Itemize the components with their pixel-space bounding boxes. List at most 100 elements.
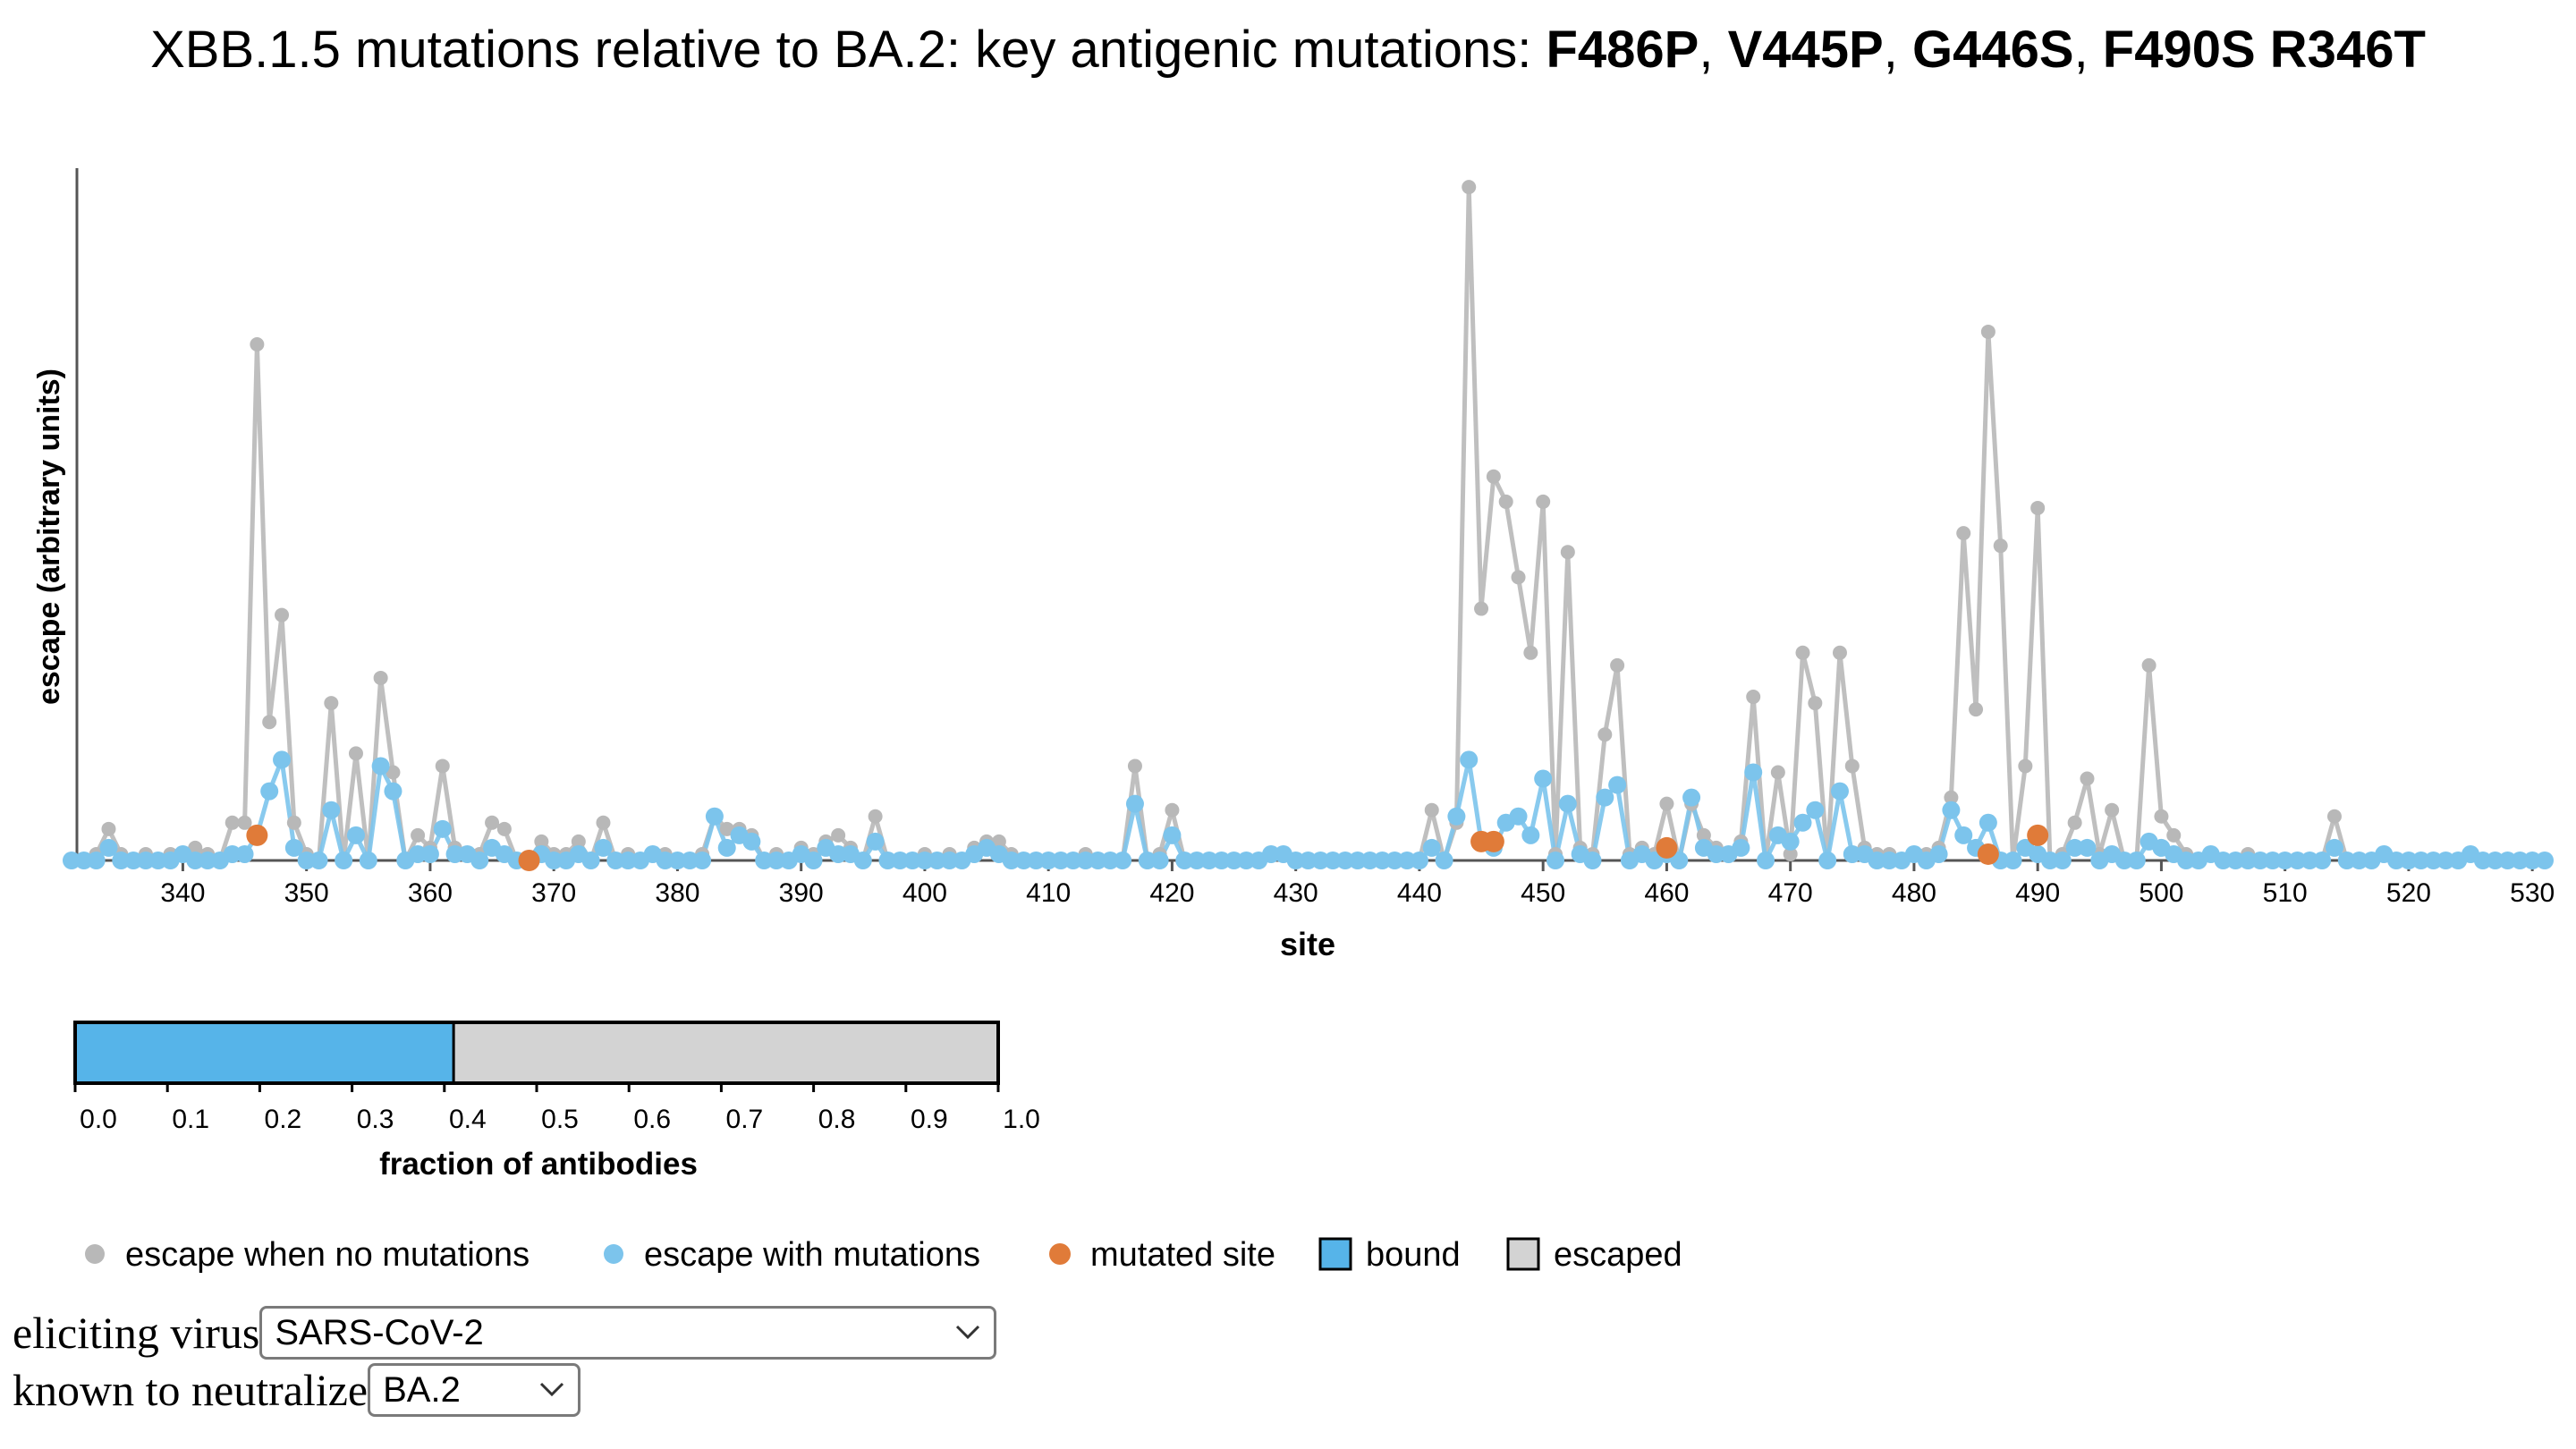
escape-with-mutation-point (804, 852, 823, 869)
escape-with-mutation-point (1583, 852, 1602, 869)
fraction-tick-label: 0.6 (633, 1105, 671, 1134)
x-tick-label: 450 (1521, 878, 1565, 908)
escape-with-mutation-point (2313, 852, 2332, 869)
escape-no-mutation-point (1498, 494, 1513, 509)
mutated-site-point (1482, 830, 1504, 852)
escape-with-mutation-point (309, 852, 328, 869)
x-tick-label: 460 (1644, 878, 1689, 908)
escape-with-mutation-point (1138, 852, 1157, 869)
escape-with-mutation-point (1063, 852, 1082, 869)
escape-with-mutation-point (445, 844, 464, 863)
escape-with-mutation-point (829, 844, 848, 863)
escape-with-mutation-point (681, 852, 699, 869)
escape-no-mutation-point (571, 834, 586, 849)
eliciting-virus-select[interactable]: SARS-CoV-2 (259, 1306, 997, 1360)
escape-with-mutation-point (2301, 852, 2319, 869)
x-tick-label: 480 (1892, 878, 1936, 908)
escape-with-mutation-point (1114, 852, 1132, 869)
escape-with-mutation-point (2387, 852, 2406, 869)
escape-with-mutation-point (1707, 844, 1725, 863)
escape-no-mutation-point (1944, 790, 1959, 805)
escape-with-mutation-point (284, 838, 303, 857)
escape-no-mutation-point (1659, 796, 1674, 811)
escape-with-mutation-point (335, 852, 353, 869)
escape-with-mutation-point (2127, 852, 2146, 869)
escape-with-mutation-point (891, 852, 910, 869)
known-to-neutralize-select[interactable]: BA.2 (368, 1363, 581, 1417)
escape-with-mutation-point (1435, 852, 1453, 869)
escape-with-mutation-point (1558, 794, 1577, 813)
escape-no-mutation-point (1474, 601, 1489, 616)
eliciting-virus-label: eliciting virus (13, 1308, 260, 1358)
escape-with-mutation-point (2424, 852, 2443, 869)
escape-with-mutation-point (1175, 852, 1194, 869)
escape-no-mutation-point (2154, 809, 2169, 824)
mutated-site-point (1656, 836, 1678, 859)
chevron-down-icon (540, 1382, 564, 1397)
escape-with-mutation-point (260, 782, 279, 801)
escape-with-mutation-point (1125, 794, 1144, 813)
escape-with-mutation-point (148, 852, 167, 869)
escape-with-mutation-point (1868, 852, 1886, 869)
x-tick-label: 440 (1397, 878, 1442, 908)
escape-no-mutation-point (596, 815, 611, 830)
chevron-down-icon (956, 1325, 980, 1340)
escape-with-mutation-point (1163, 826, 1182, 844)
known-to-neutralize-value: BA.2 (383, 1369, 461, 1410)
x-tick-label: 380 (655, 878, 699, 908)
escape-with-mutation-point (928, 852, 946, 869)
escape-no-mutation-point (1462, 180, 1477, 195)
escape-with-mutation-point (619, 852, 638, 869)
escape-with-mutation-point (1929, 844, 1948, 863)
escape-with-mutation-point (1052, 852, 1070, 869)
escape-with-mutation-point (2078, 838, 2097, 857)
legend-marker (1318, 1237, 1352, 1271)
fraction-tick-label: 0.3 (357, 1105, 394, 1134)
escape-with-mutation-point (656, 852, 674, 869)
escape-no-mutation-point (286, 815, 301, 830)
escape-with-mutation-point (199, 852, 217, 869)
escape-with-mutation-point (755, 852, 774, 869)
escape-with-mutation-point (2498, 852, 2517, 869)
escape-with-mutation-point (322, 801, 341, 819)
escape-no-mutation-point (719, 821, 734, 836)
escape-no-mutation-point (496, 821, 512, 836)
escape-with-mutation-point (1757, 852, 1775, 869)
escape-with-mutation-point (1039, 852, 1058, 869)
escape-no-mutation-point (324, 696, 339, 711)
escape-with-mutation-point (1422, 838, 1441, 857)
fraction-tick-label: 1.0 (1003, 1105, 1040, 1134)
series-points (63, 180, 2554, 871)
escape-no-mutation-point (485, 815, 500, 830)
escape-with-mutation-point (717, 838, 736, 857)
fraction-tick-label: 0.7 (726, 1105, 764, 1134)
escape-with-mutation-point (297, 852, 316, 869)
mutated-site-point (2027, 824, 2049, 846)
escape-no-mutation-point (435, 758, 450, 774)
escape-no-mutation-point (1993, 538, 2008, 554)
escape-with-mutation-point (1732, 838, 1750, 857)
known-to-neutralize-label: known to neutralize (13, 1365, 369, 1415)
escape-no-mutation-point (2166, 827, 2182, 843)
x-tick-label: 400 (902, 878, 947, 908)
escape-with-mutation-point (2536, 852, 2554, 869)
escape-with-mutation-point (223, 844, 242, 863)
escape-with-mutation-point (2411, 852, 2430, 869)
fraction-bar-label: fraction of antibodies (379, 1147, 698, 1182)
escape-with-mutation-point (124, 852, 143, 869)
escape-with-mutation-point (1089, 852, 1107, 869)
escape-no-mutation-point (1746, 690, 1761, 705)
escape-with-mutation-point (1299, 852, 1318, 869)
escape-with-mutation-point (2226, 852, 2245, 869)
escape-with-mutation-point (1188, 852, 1207, 869)
escape-no-mutation-point (1424, 802, 1439, 818)
escape-with-mutation-point (903, 852, 922, 869)
escape-with-mutation-point (1954, 826, 1973, 844)
fraction-tick-label: 0.0 (80, 1105, 117, 1134)
escape-with-mutation-point (1830, 782, 1849, 801)
fraction-tick-label: 0.4 (449, 1105, 487, 1134)
escape-with-mutation-point (1596, 788, 1614, 807)
escape-with-mutation-point (2350, 852, 2368, 869)
escape-with-mutation-point (2337, 852, 2356, 869)
escape-with-mutation-point (346, 826, 365, 844)
